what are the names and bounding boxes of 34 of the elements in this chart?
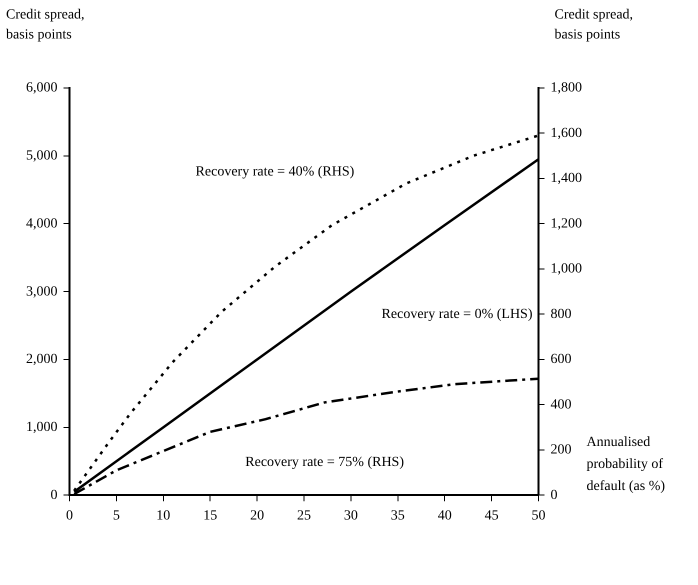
x-tick-label: 20 — [250, 508, 264, 524]
text: Recovery rate = 75% (RHS) — [245, 455, 404, 470]
x-tick-label: 40 — [438, 508, 452, 524]
text: Recovery rate = 40% (RHS) — [196, 164, 355, 180]
y2-axis-title: Credit spread, basis points — [554, 8, 634, 43]
y-tick-label: 6,000 — [26, 80, 58, 96]
y-tick-label: 4,000 — [26, 216, 58, 232]
y2-tick-label: 1,000 — [550, 262, 582, 277]
x-tick-label: 10 — [156, 508, 170, 524]
y2-tick-label: 1,400 — [550, 171, 582, 186]
text: Recovery rate = 0% (LHS) — [382, 306, 533, 322]
y-axis-title: Credit spread, basis points — [6, 8, 85, 43]
y2-tick-label: 1,600 — [550, 126, 582, 141]
y-tick-label: 3,000 — [26, 284, 58, 300]
y2-tick-label: 0 — [550, 488, 558, 503]
y2-tick-label: 600 — [550, 352, 572, 368]
x-tick-label: 0 — [66, 508, 73, 524]
x-tick-label: 45 — [484, 508, 499, 524]
y-tick-label: 1,000 — [26, 420, 58, 436]
y2-tick-label: 1,200 — [550, 216, 582, 232]
x-tick-label: 15 — [203, 508, 218, 524]
x-tick-label: 50 — [532, 508, 546, 524]
x-tick-label: 5 — [112, 508, 120, 524]
y-tick-label: 0 — [50, 488, 58, 503]
y-tick-label: 5,000 — [26, 148, 58, 164]
x-tick-label: 35 — [390, 508, 405, 524]
x-axis-title: Annualised probability of default (as %) — [586, 434, 666, 494]
y2-tick-label: 800 — [550, 306, 572, 322]
y-tick-label: 2,000 — [26, 352, 58, 368]
x-tick-label: 25 — [297, 508, 311, 524]
y2-tick-label: 200 — [550, 442, 572, 458]
y2-tick-label: 1,800 — [550, 80, 582, 96]
x-tick-label: 30 — [344, 508, 358, 524]
y2-tick-label: 400 — [550, 397, 572, 412]
